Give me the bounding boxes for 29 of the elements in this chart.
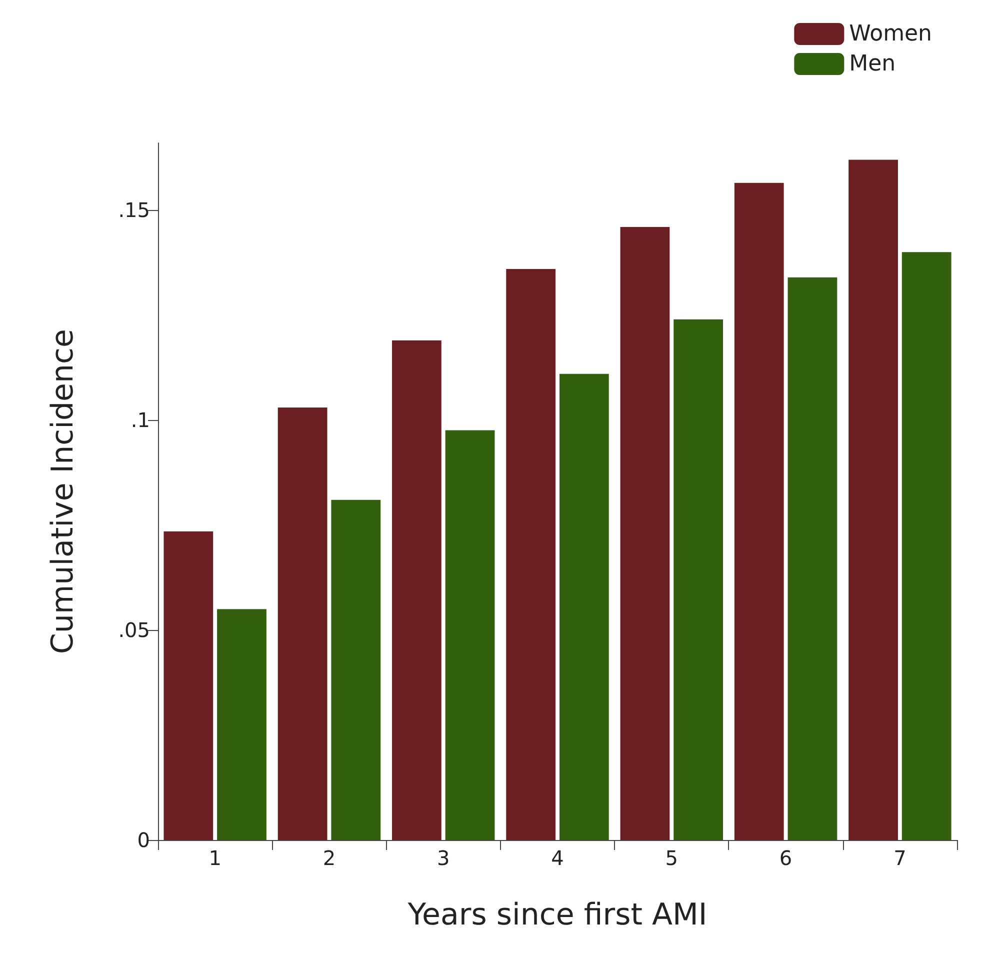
bar	[848, 160, 898, 840]
bar	[674, 319, 724, 840]
bar	[278, 408, 328, 840]
bar	[445, 430, 495, 840]
x-tick-label: 1	[208, 846, 222, 870]
x-tick-label: 7	[894, 846, 906, 870]
y-axis-title: Cumulative Incidence	[46, 329, 80, 654]
bar	[620, 226, 670, 840]
x-tick-label: 4	[551, 846, 564, 870]
bar	[902, 252, 952, 840]
bar	[788, 277, 838, 840]
y-tick-label: .1	[130, 408, 150, 432]
x-tick-label: 2	[322, 846, 336, 870]
x-tick-label: 5	[665, 846, 678, 870]
legend-label: Women	[849, 22, 932, 46]
bar	[392, 340, 442, 840]
bar	[559, 374, 609, 840]
y-tick-label: 0	[137, 828, 150, 852]
bar	[331, 500, 381, 840]
bar	[506, 268, 556, 840]
x-tick-label: 3	[436, 846, 450, 870]
y-tick-label: .15	[118, 198, 150, 222]
y-tick-label: .05	[118, 618, 150, 642]
bar	[734, 182, 784, 840]
x-axis-title: Years since first AMI	[406, 898, 708, 932]
bar	[164, 531, 214, 840]
x-tick-label: 6	[779, 846, 792, 870]
legend-label: Men	[849, 52, 896, 76]
bar	[217, 609, 266, 840]
